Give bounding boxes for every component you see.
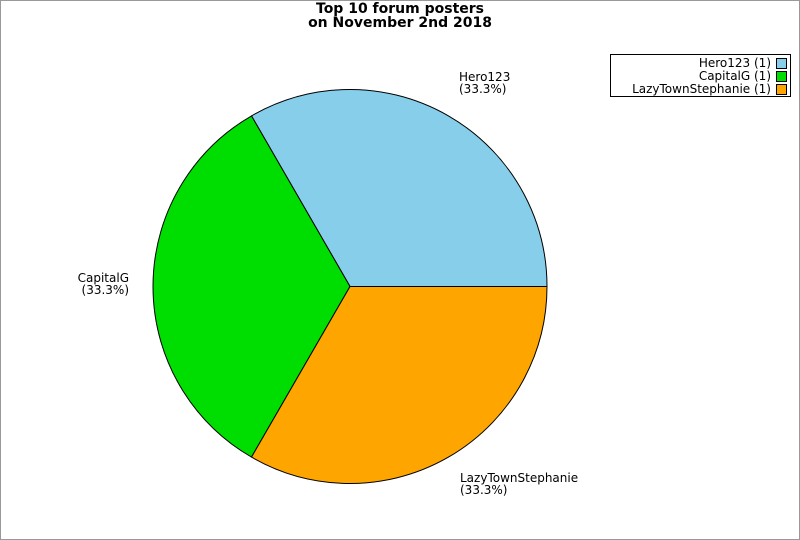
legend-swatch-hero123 [776,58,787,69]
pie-label-percent: (33.3%) [459,82,507,96]
pie-label-capitalg: CapitalG (33.3%) [78,272,129,296]
pie-label-name: CapitalG [77,271,129,285]
chart-title-line1: Top 10 forum posters [316,1,484,17]
swatch-rect [776,84,787,95]
pie-label-lazytownstephanie: LazyTownStephanie (33.3%) [460,472,578,496]
legend: Hero123 (1) CapitalG (1) LazyTownStephan… [610,54,791,97]
pie-slice-lazytownstephanie [250,286,548,484]
legend-item-label: LazyTownStephanie (1) [632,82,771,96]
legend-swatch-capitalg [776,71,787,82]
legend-item-label: Hero123 (1) [698,56,771,70]
pie-label-name: Hero123 [459,70,511,84]
legend-item-capitalg: CapitalG (1) [613,70,787,83]
legend-item-hero123: Hero123 (1) [613,57,787,70]
legend-item-lazytownstephanie: LazyTownStephanie (1) [613,83,787,96]
legend-item-label: CapitalG (1) [698,69,771,83]
pie-label-percent: (33.3%) [460,483,508,497]
chart-title-line2: on November 2nd 2018 [308,15,492,31]
swatch-rect [776,71,787,82]
pie-label-name: LazyTownStephanie [460,471,579,485]
pie-slice-hero123 [250,89,548,287]
pie-label-percent: (33.3%) [81,283,129,297]
legend-swatch-lazytownstephanie [776,84,787,95]
swatch-rect [776,58,787,69]
pie-label-hero123: Hero123 (33.3%) [459,71,510,95]
chart-title: Top 10 forum posters on November 2nd 201… [1,2,799,30]
